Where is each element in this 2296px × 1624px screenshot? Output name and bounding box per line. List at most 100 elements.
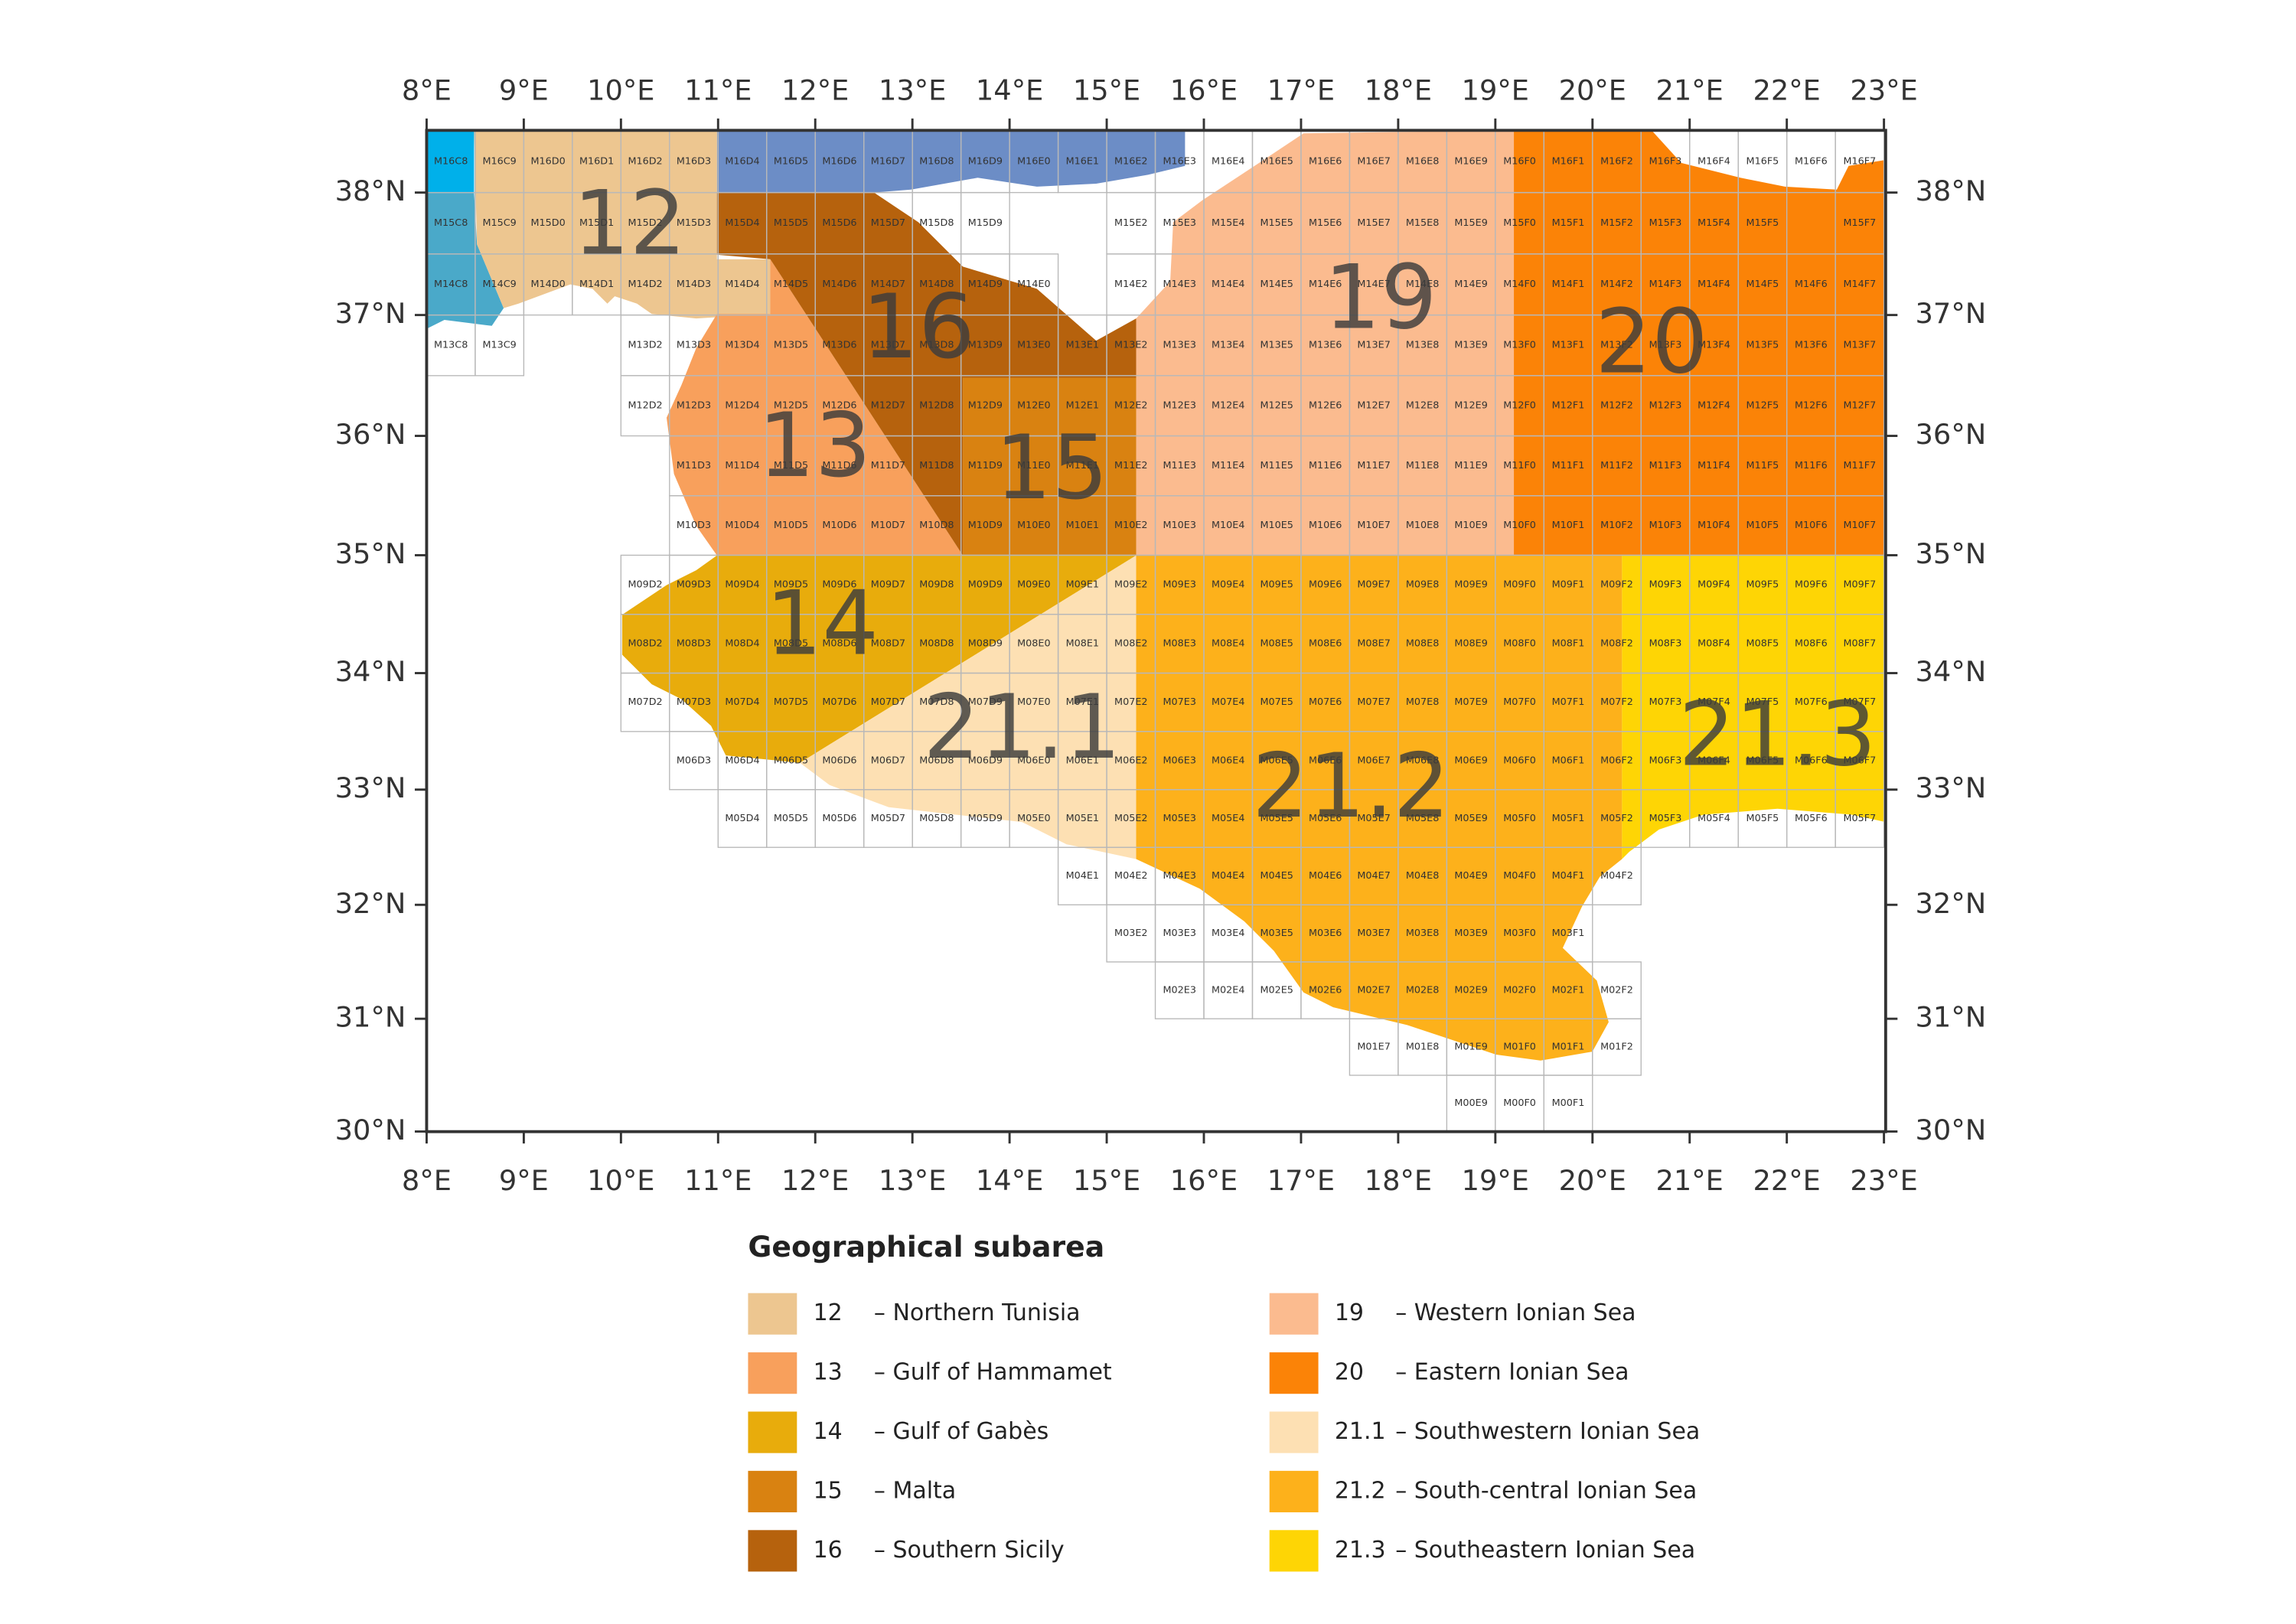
grid-cell-label: M09F2: [1600, 579, 1633, 591]
grid-cell-label: M03F0: [1503, 928, 1536, 939]
grid-cell-label: M15D6: [822, 217, 856, 229]
grid-cell-label: M10E2: [1114, 520, 1147, 531]
legend-swatch: [1269, 1352, 1319, 1394]
grid-cell-label: M08E2: [1114, 638, 1147, 650]
grid-cell: [1592, 1018, 1642, 1076]
lon-label: 9°E: [499, 73, 549, 106]
legend-label: – Gulf of Gabès: [874, 1418, 1049, 1445]
legend-swatch: [748, 1293, 797, 1335]
grid-cell-label: M11F7: [1844, 460, 1877, 471]
grid-cell: [1592, 846, 1642, 905]
grid-cell-label: M16F1: [1552, 156, 1585, 168]
lon-label: 8°E: [402, 73, 452, 106]
grid-cell-label: M02F0: [1503, 985, 1536, 996]
grid-cell-label: M10E8: [1406, 520, 1439, 531]
grid-cell-label: M10E7: [1357, 520, 1390, 531]
sea-area: [716, 130, 1186, 193]
grid-cell-label: M06D4: [725, 755, 759, 766]
grid-cell-label: M11F5: [1746, 460, 1779, 471]
lon-label: 12°E: [781, 73, 849, 106]
grid-cell-label: M08F7: [1844, 638, 1877, 650]
grid-cell-label: M16E3: [1163, 156, 1196, 168]
area-number: 14: [765, 572, 879, 675]
grid-cell-label: M06E6: [1309, 755, 1342, 766]
grid-cell-label: M13D7: [871, 340, 905, 351]
grid-cell-label: M16D6: [822, 156, 856, 168]
subarea: [1136, 555, 1623, 1061]
grid-cell-label: M16F3: [1649, 156, 1682, 168]
grid-cell-label: M15E7: [1357, 217, 1390, 229]
grid-cell-label: M11E5: [1260, 460, 1293, 471]
grid-cell-label: M11F1: [1552, 460, 1585, 471]
grid-cell-label: M08D4: [725, 638, 759, 650]
grid-cell-label: M03F1: [1552, 928, 1585, 939]
legend-code: 13: [814, 1359, 843, 1386]
grid-cell-label: M06D9: [968, 755, 1003, 766]
grid-cell-label: M16D1: [579, 156, 614, 168]
grid-cell-label: M06E9: [1454, 755, 1487, 766]
lon-label: 19°E: [1462, 1164, 1529, 1197]
grid-cell-label: M13E0: [1017, 340, 1050, 351]
grid-cell-label: M16F7: [1844, 156, 1877, 168]
legend-code: 14: [814, 1418, 843, 1445]
grid-cell-label: M06F1: [1552, 755, 1585, 766]
grid-cell-label: M11F2: [1600, 460, 1633, 471]
lon-label: 12°E: [781, 1164, 849, 1197]
grid-cell-label: M16E7: [1357, 156, 1390, 168]
grid-cell-label: M12F5: [1746, 400, 1779, 412]
lon-label: 20°E: [1559, 1164, 1626, 1197]
grid-cell-label: M13E8: [1406, 340, 1439, 351]
grid-cell-label: M14F0: [1503, 279, 1536, 290]
grid-cell-label: M13E4: [1212, 340, 1244, 351]
grid-cell-label: M06D3: [677, 755, 711, 766]
grid-cell-label: M15F7: [1844, 217, 1877, 229]
grid-cell-label: M11E1: [1066, 460, 1099, 471]
legend-code: 20: [1335, 1359, 1364, 1386]
grid-cell-label: M10D6: [822, 520, 856, 531]
grid-cell-label: M14C9: [483, 279, 517, 290]
grid-cell-label: M13E1: [1066, 340, 1099, 351]
grid-cell-label: M14E6: [1309, 279, 1342, 290]
grid-cell-label: M02E3: [1163, 985, 1196, 996]
lon-label: 21°E: [1656, 1164, 1724, 1197]
grid-cell-label: M14E2: [1114, 279, 1147, 290]
area-number: 15: [995, 416, 1108, 520]
grid-cell-label: M08E7: [1357, 638, 1390, 650]
legend-code: 16: [814, 1537, 843, 1564]
grid-cell-label: M10E9: [1454, 520, 1487, 531]
grid-cell-label: M13F6: [1795, 340, 1828, 351]
grid-cell-label: M14D2: [628, 279, 662, 290]
grid-cell-label: M09F6: [1795, 579, 1828, 591]
grid-cell-label: M15F0: [1503, 217, 1536, 229]
grid-cell-label: M06D6: [822, 755, 856, 766]
grid-cell-label: M11E3: [1163, 460, 1196, 471]
lat-label: 32°N: [335, 887, 406, 920]
grid-cell-label: M04F2: [1600, 870, 1633, 882]
grid-cell-label: M08E0: [1017, 638, 1050, 650]
lon-label: 23°E: [1850, 1164, 1917, 1197]
grid-cell-label: M10D3: [677, 520, 711, 531]
grid-cell-label: M15F2: [1600, 217, 1633, 229]
grid-cell-label: M13E6: [1309, 340, 1342, 351]
grid-cell-label: M09D4: [725, 579, 759, 591]
grid-cell-label: M14E0: [1017, 279, 1050, 290]
grid-cell-label: M01F2: [1600, 1042, 1633, 1053]
grid-cell-label: M06F0: [1503, 755, 1536, 766]
grid-cell-label: M05F7: [1844, 813, 1877, 824]
grid-cell-label: M16D4: [725, 156, 759, 168]
legend-label: – South-central Ionian Sea: [1395, 1477, 1697, 1504]
grid-cell-label: M05F2: [1600, 813, 1633, 824]
lon-label: 10°E: [587, 1164, 654, 1197]
grid-cell-label: M01F1: [1552, 1042, 1585, 1053]
grid-cell-label: M08D3: [677, 638, 711, 650]
grid-cell-label: M09F7: [1844, 579, 1877, 591]
lon-label: 23°E: [1850, 73, 1917, 106]
grid-cell-label: M13E7: [1357, 340, 1390, 351]
grid-cell-label: M11D4: [725, 460, 759, 471]
lat-label: 32°N: [1916, 887, 1987, 920]
grid-cell-label: M04E6: [1309, 870, 1342, 882]
grid-cell-label: M10F1: [1552, 520, 1585, 531]
grid-cell-label: M09F0: [1503, 579, 1536, 591]
grid-cell-label: M13D2: [628, 340, 662, 351]
grid-cell-label: M13F3: [1649, 340, 1682, 351]
